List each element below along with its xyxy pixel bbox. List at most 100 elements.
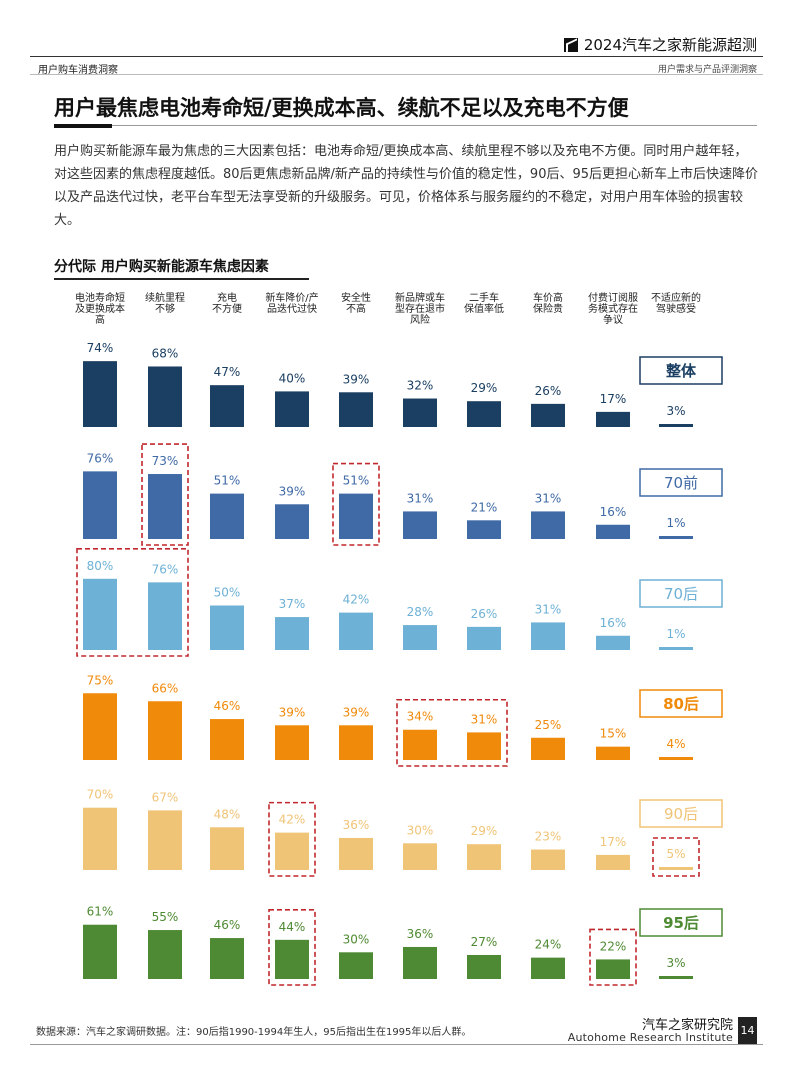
data-label: 4% [666,737,685,751]
data-label: 23% [535,830,562,844]
data-label: 80% [87,559,114,573]
title-divider [54,125,757,126]
highlight-box [652,837,700,877]
series-label-box [639,908,723,937]
bar [596,411,630,427]
data-label: 40% [279,371,306,385]
data-label: 16% [600,616,627,630]
data-label: 15% [600,727,627,741]
bar [659,536,693,539]
category-label: 新品牌或车型存在退市风险 [395,291,445,326]
bar [83,807,117,870]
category-label: 续航里程不够 [145,291,185,315]
bar [275,725,309,760]
series-label: 70后 [664,585,698,603]
data-label: 26% [535,384,562,398]
bar [210,605,244,650]
bar [339,612,373,650]
bar [83,693,117,760]
data-label: 31% [407,491,434,505]
bar [596,635,630,650]
data-label: 36% [343,818,370,832]
header-subdivider [30,74,763,75]
bar [467,520,501,539]
data-label: 29% [471,824,498,838]
data-label: 47% [214,365,241,379]
bar [210,385,244,427]
page-number: 14 [738,1017,757,1045]
bar [403,625,437,650]
bar [659,647,693,650]
data-label: 36% [407,927,434,941]
bar [148,474,182,539]
bar [467,626,501,650]
report-title: 2024汽车之家新能源超测 [563,34,757,55]
series-label: 90后 [664,805,698,823]
intro-paragraph: 用户购买新能源车最为焦虑的三大因素包括：电池寿命短/更换成本高、续航里程不够以及… [54,144,759,228]
bar [275,832,309,870]
bar [83,471,117,539]
highlight-box [268,801,316,877]
data-label: 48% [214,807,241,821]
bar [148,810,182,870]
data-label: 1% [666,627,685,641]
bar [210,719,244,760]
bar [403,946,437,979]
bar [403,729,437,760]
series-label: 95后 [663,914,699,932]
org-name: 汽车之家研究院 [641,1018,733,1033]
data-label: 37% [279,597,306,611]
series-label: 整体 [666,362,697,380]
data-label: 30% [343,932,370,946]
bar [659,976,693,979]
title-accent-bar [54,124,112,128]
data-label: 66% [152,681,179,695]
category-label: 二手车保值率低 [464,291,504,315]
data-label: 46% [214,918,241,932]
data-label: 51% [343,474,370,488]
bar [596,524,630,539]
bar [467,844,501,870]
data-label: 3% [666,404,685,418]
bar [83,924,117,979]
header-divider [30,56,763,57]
data-label: 42% [343,593,370,607]
data-label: 42% [279,813,306,827]
series-label-box [639,579,723,608]
series-label-box [639,799,723,828]
bar [531,737,565,760]
bar [83,578,117,650]
category-label: 付费订阅服务模式存在争议 [588,291,638,326]
series-label-box [639,689,723,718]
bar [531,511,565,539]
bar [148,582,182,650]
data-label: 70% [87,788,114,802]
bar [531,957,565,979]
section-label: 用户购车消费洞察 [38,65,118,76]
data-label: 68% [152,346,179,360]
data-label: 50% [214,586,241,600]
bar [596,854,630,870]
data-label: 76% [87,451,114,465]
data-label: 22% [600,939,627,953]
bar [339,952,373,979]
bar [339,493,373,539]
chart-logo-icon [563,38,578,52]
chart-title: 分代际 用户购买新能源车焦虑因素 [54,259,269,275]
page-title: 用户最焦虑电池寿命短/更换成本高、续航不足以及充电不方便 [54,96,629,120]
data-label: 39% [343,372,370,386]
chart-title-underline [54,278,309,280]
bar [467,954,501,979]
data-label: 3% [666,956,685,970]
data-label: 46% [214,699,241,713]
data-label: 17% [600,392,627,406]
bar [403,398,437,427]
data-label: 24% [535,938,562,952]
highlight-box [141,443,189,546]
data-label: 74% [87,341,114,355]
bar [148,930,182,979]
bar [83,361,117,427]
bar [275,391,309,427]
bar [210,827,244,870]
